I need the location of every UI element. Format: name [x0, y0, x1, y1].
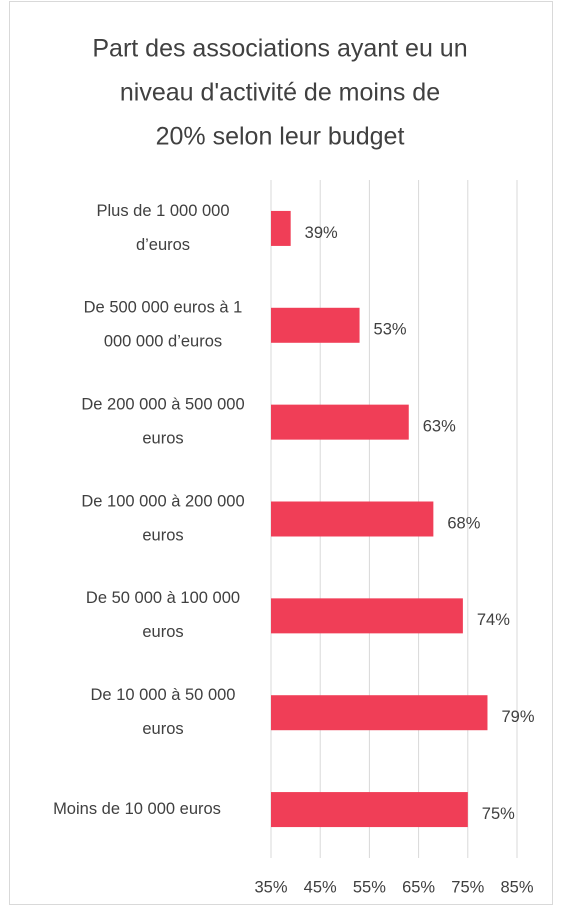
bar — [271, 501, 434, 537]
y-tick-label: De 100 000 à 200 000 — [81, 492, 244, 510]
y-tick-label: Moins de 10 000 euros — [53, 800, 221, 818]
data-label: 75% — [482, 805, 515, 823]
y-tick-label: euros — [142, 526, 183, 544]
x-tick-label: 75% — [451, 878, 484, 896]
chart-title: Part des associations ayant eu un — [92, 35, 467, 63]
bar — [271, 404, 409, 440]
data-label: 68% — [447, 514, 480, 532]
chart-title: niveau d'activité de moins de — [120, 79, 440, 107]
bar — [271, 307, 360, 343]
bar — [271, 792, 468, 828]
x-tick-label: 85% — [500, 878, 533, 896]
y-tick-label: Plus de 1 000 000 — [96, 202, 229, 220]
y-tick-label: De 50 000 à 100 000 — [86, 589, 240, 607]
data-label: 74% — [477, 611, 510, 629]
y-tick-label: 000 000 d’euros — [104, 333, 222, 351]
y-tick-label: d’euros — [136, 236, 190, 254]
x-tick-label: 45% — [304, 878, 337, 896]
data-label: 53% — [374, 321, 407, 339]
x-tick-label: 55% — [353, 878, 386, 896]
y-tick-label: euros — [142, 720, 183, 738]
y-tick-label: De 200 000 à 500 000 — [81, 396, 244, 414]
y-tick-label: euros — [142, 430, 183, 448]
data-label: 63% — [423, 418, 456, 436]
x-tick-label: 35% — [254, 878, 287, 896]
bar — [271, 210, 291, 246]
bar — [271, 598, 463, 634]
y-tick-label: euros — [142, 623, 183, 641]
bar — [271, 695, 488, 731]
y-tick-label: De 10 000 à 50 000 — [91, 686, 236, 704]
data-label: 79% — [501, 708, 534, 726]
chart-title: 20% selon leur budget — [156, 123, 405, 151]
x-tick-label: 65% — [402, 878, 435, 896]
data-label: 39% — [305, 224, 338, 242]
y-tick-label: De 500 000 euros à 1 — [84, 299, 243, 317]
chart-border — [9, 1, 553, 905]
